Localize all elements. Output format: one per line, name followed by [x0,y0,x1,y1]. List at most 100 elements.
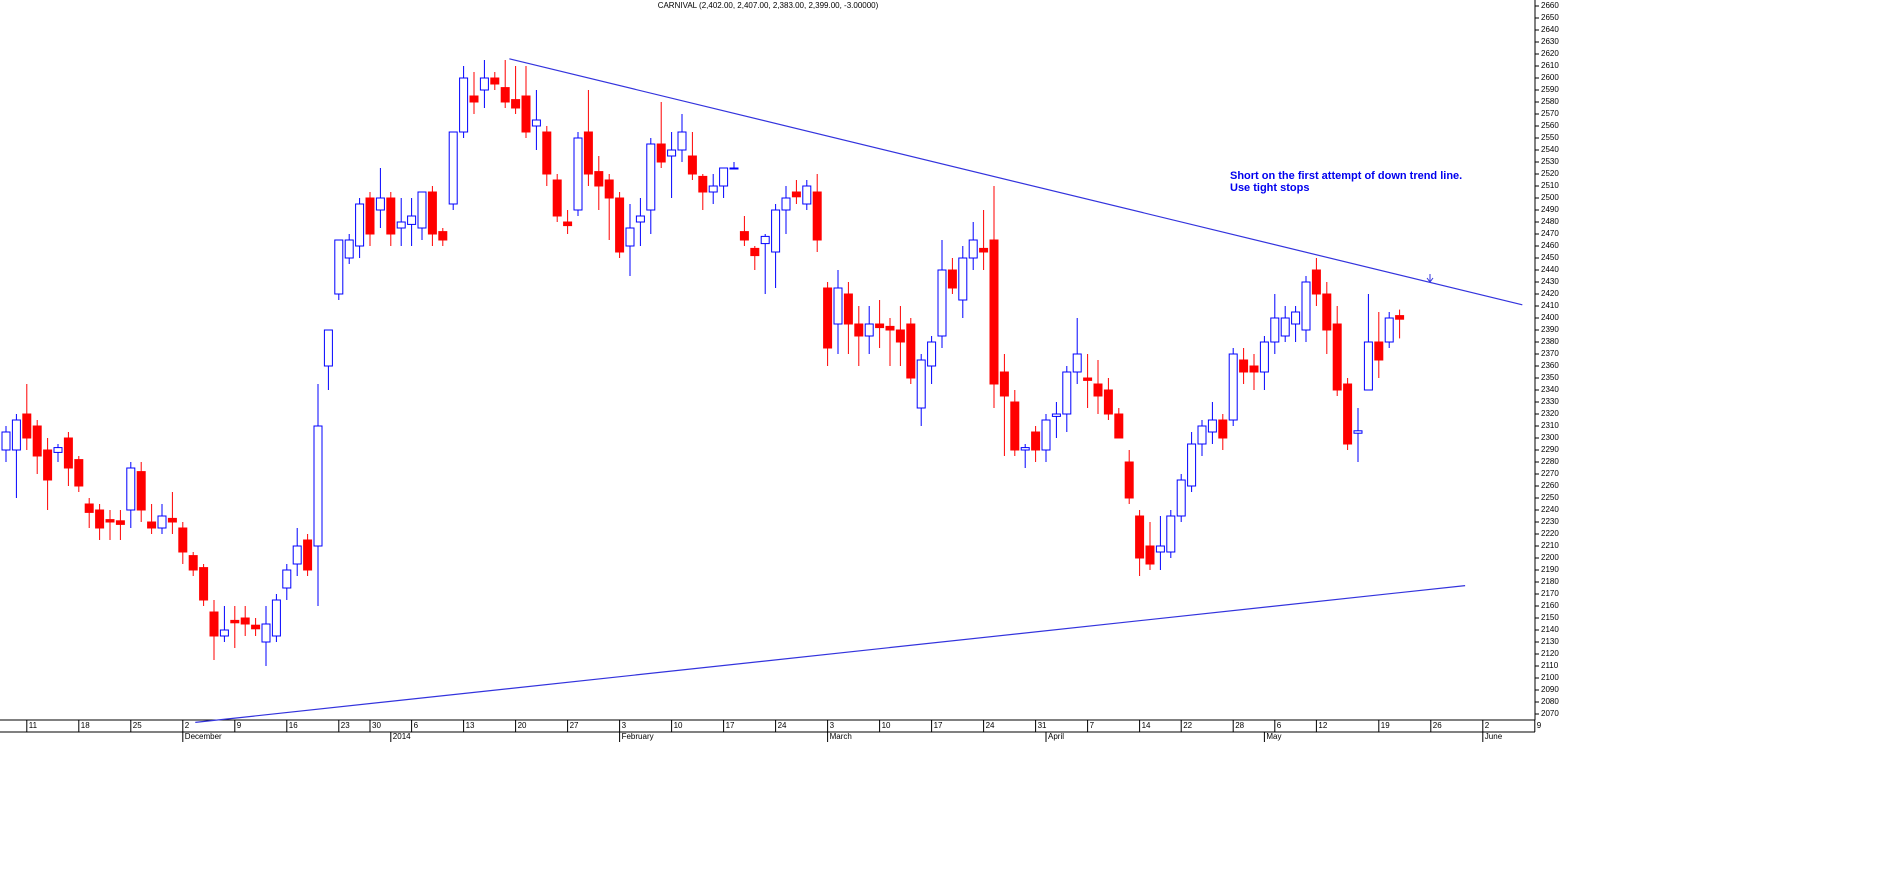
x-tick-label: 14 [1142,721,1151,730]
candle-body [209,611,219,637]
y-tick-label: 2600 [1541,73,1559,82]
candle-body [355,203,365,247]
x-tick-label: 25 [133,721,142,730]
y-tick-label: 2370 [1541,349,1559,358]
candle-body [521,95,531,133]
candle-body [157,515,167,529]
candle-body [1197,425,1207,445]
x-tick-label: 26 [1433,721,1442,730]
x-tick-label: 2 [185,721,190,730]
x-tick-label: 24 [778,721,787,730]
y-tick-label: 2470 [1541,229,1559,238]
x-tick-label: 19 [1381,721,1390,730]
candle-body [407,215,417,225]
y-tick-label: 2240 [1541,505,1559,514]
candle-body [188,555,198,571]
candle-body [885,325,895,331]
candle-body [947,269,957,289]
x-tick-label: 9 [1537,721,1542,730]
candle-body [126,467,136,511]
y-tick-label: 2660 [1541,1,1559,10]
y-tick-label: 2200 [1541,553,1559,562]
annotation: Short on the first attempt of down trend… [1230,170,1462,182]
y-tick-label: 2640 [1541,25,1559,34]
candle-body [781,197,791,211]
candle-body [396,221,406,229]
x-tick-label: 13 [466,721,475,730]
trend-line [509,58,1523,306]
candle-body [63,437,73,469]
candle-body [1322,293,1332,331]
y-tick-label: 2190 [1541,565,1559,574]
candle-body [854,323,864,337]
candle-body [323,329,333,367]
x-tick-label: 3 [830,721,835,730]
candle-body [687,155,697,175]
candle-body [1239,359,1249,373]
y-tick-label: 2550 [1541,133,1559,142]
candle-body [251,624,261,630]
month-label: February [622,732,654,741]
candle-body [708,185,718,193]
candle-body [698,175,708,193]
chart-title: CARNIVAL (2,402.00, 2,407.00, 2,383.00, … [658,1,879,10]
month-label: March [830,732,852,741]
candle-body [531,119,541,127]
candle-body [583,131,593,175]
candle-body [573,137,583,211]
y-tick-label: 2560 [1541,121,1559,130]
month-label: April [1048,732,1064,741]
candle-body [968,239,978,259]
candle-body [11,419,21,451]
x-tick-label: 3 [622,721,627,730]
candle-body [292,545,302,565]
x-tick-label: 17 [934,721,943,730]
candle-body [375,197,385,211]
y-tick-label: 2260 [1541,481,1559,490]
candle-body [739,231,749,241]
candle-body [334,239,344,295]
candle-body [791,191,801,198]
candle-body [1332,323,1342,391]
candle-body [625,227,635,247]
y-tick-label: 2120 [1541,649,1559,658]
candle-body [719,167,729,187]
x-tick-label: 6 [1277,721,1282,730]
candle-body [615,197,625,253]
candle-body [230,619,240,624]
x-tick-label: 2 [1485,721,1490,730]
candle-body [1218,419,1228,439]
candle-body [1135,515,1145,559]
candle-body [1062,371,1072,415]
candle-body [490,77,500,85]
candle-body [927,341,937,367]
trend-line [195,585,1466,723]
y-tick-label: 2130 [1541,637,1559,646]
candle-body [771,209,781,253]
candle-body [604,179,614,199]
y-tick-label: 2420 [1541,289,1559,298]
y-tick-label: 2310 [1541,421,1559,430]
x-tick-label: 11 [29,721,38,730]
candle-body [84,503,94,513]
y-tick-label: 2410 [1541,301,1559,310]
month-label: June [1485,732,1503,741]
candle-body [240,617,250,625]
candle-body [1353,430,1363,434]
y-tick-label: 2340 [1541,385,1559,394]
candle-body [895,329,905,343]
y-tick-label: 2250 [1541,493,1559,502]
candle-body [594,171,604,187]
candle-body [552,179,562,217]
y-tick-label: 2300 [1541,433,1559,442]
y-tick-label: 2430 [1541,277,1559,286]
candle-body [219,629,229,637]
annotation: Use tight stops [1230,182,1309,194]
candle-body [1187,443,1197,487]
candle-body [875,323,885,329]
candle-body [677,131,687,151]
candle-body [417,191,427,229]
x-tick-label: 30 [372,721,381,730]
y-tick-label: 2530 [1541,157,1559,166]
y-tick-label: 2590 [1541,85,1559,94]
